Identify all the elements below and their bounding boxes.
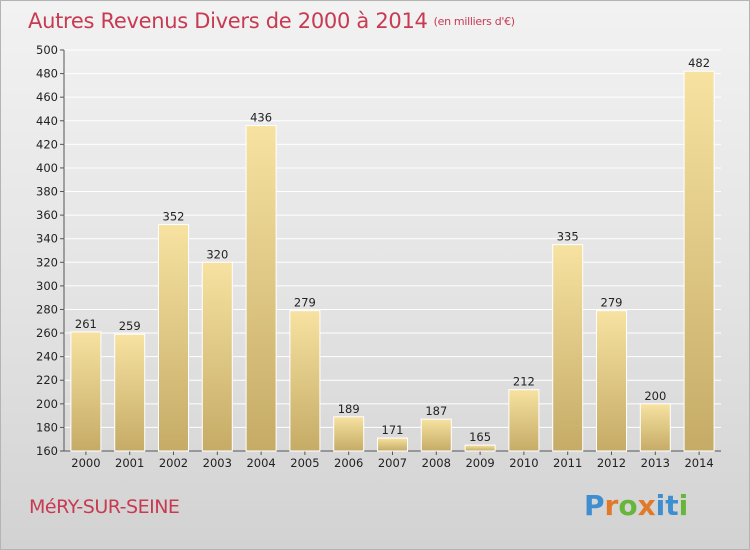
data-label: 212 <box>513 375 535 389</box>
x-tick-label: 2009 <box>465 456 494 470</box>
y-tick-label: 320 <box>36 255 58 269</box>
city-name: MéRY-SUR-SEINE <box>29 496 180 518</box>
x-tick-label: 2014 <box>684 456 713 470</box>
data-label: 165 <box>469 430 491 444</box>
data-label: 187 <box>425 404 447 418</box>
y-tick-label: 400 <box>36 161 58 175</box>
x-tick-label: 2003 <box>203 456 232 470</box>
bar <box>201 261 233 452</box>
logo-letter: t <box>665 489 679 522</box>
bar <box>114 333 146 452</box>
data-label: 482 <box>688 56 710 70</box>
y-tick-label: 380 <box>36 185 58 199</box>
x-tick-label: 2007 <box>378 456 407 470</box>
x-tick-label: 2002 <box>159 456 188 470</box>
x-tick-label: 2012 <box>597 456 626 470</box>
y-tick-label: 260 <box>36 326 58 340</box>
logo-letter: x <box>637 489 656 522</box>
x-tick-label: 2004 <box>246 456 275 470</box>
y-tick-label: 420 <box>36 137 58 151</box>
x-tick-label: 2008 <box>422 456 451 470</box>
title-unit: (en milliers d'€) <box>433 15 515 28</box>
bar <box>289 310 321 452</box>
y-tick-label: 280 <box>36 302 58 316</box>
data-label: 335 <box>557 230 579 244</box>
bar <box>70 331 102 452</box>
y-tick-label: 220 <box>36 373 58 387</box>
bar <box>245 124 277 452</box>
y-tick-label: 340 <box>36 232 58 246</box>
y-tick-label: 180 <box>36 420 58 434</box>
data-label: 171 <box>382 423 404 437</box>
bar <box>464 444 496 452</box>
bar <box>420 418 452 452</box>
logo-letter: P <box>584 489 605 522</box>
bar <box>508 389 540 452</box>
labels: 160 180 200 220 240 260 280 300 320 340 360 380 400 4… <box>36 43 714 470</box>
bar <box>377 437 408 452</box>
y-tick-label: 480 <box>36 67 58 81</box>
bar <box>333 416 365 452</box>
data-label: 189 <box>338 402 360 416</box>
y-tick-label: 440 <box>36 114 58 128</box>
data-label: 436 <box>250 110 272 124</box>
data-label: 279 <box>601 296 623 310</box>
proxiti-logo: Proxiti <box>584 489 688 522</box>
y-tick-label: 460 <box>36 90 58 104</box>
y-tick-label: 500 <box>36 43 58 57</box>
logo-letter: o <box>618 489 638 522</box>
data-label: 200 <box>644 389 666 403</box>
data-label: 261 <box>75 317 97 331</box>
bar <box>683 70 715 452</box>
data-label: 320 <box>206 247 228 261</box>
data-label: 352 <box>163 210 185 224</box>
logo-letter: i <box>678 489 689 522</box>
y-tick-label: 240 <box>36 350 58 364</box>
data-label: 259 <box>119 319 141 333</box>
chart-title: Autres Revenus Divers de 2000 à 2014 (en … <box>28 9 515 33</box>
bars <box>70 70 715 452</box>
bar <box>639 403 671 452</box>
x-tick-label: 2011 <box>553 456 582 470</box>
x-tick-label: 2013 <box>641 456 670 470</box>
bar <box>596 310 627 452</box>
y-tick-label: 200 <box>36 397 58 411</box>
bar <box>158 224 189 452</box>
x-tick-label: 2005 <box>290 456 319 470</box>
x-tick-label: 2000 <box>71 456 100 470</box>
bar <box>552 244 584 452</box>
y-tick-label: 360 <box>36 208 58 222</box>
logo-letter: i <box>655 489 666 522</box>
logo-letter: r <box>604 489 619 522</box>
x-tick-label: 2010 <box>509 456 538 470</box>
y-tick-label: 160 <box>36 444 58 458</box>
title-text: Autres Revenus Divers de 2000 à 2014 <box>28 9 428 33</box>
data-label: 279 <box>294 296 316 310</box>
y-tick-label: 300 <box>36 279 58 293</box>
x-tick-label: 2006 <box>334 456 363 470</box>
x-tick-label: 2001 <box>115 456 144 470</box>
